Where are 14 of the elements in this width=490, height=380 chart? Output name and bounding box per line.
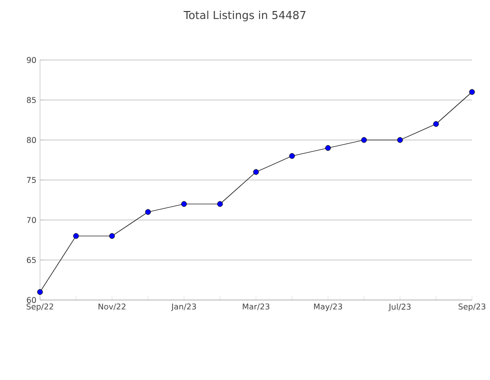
point [469, 89, 475, 95]
point [433, 121, 439, 127]
point [361, 137, 367, 143]
point [217, 201, 223, 207]
point [325, 145, 331, 151]
point [109, 233, 115, 239]
point [181, 201, 187, 207]
point [37, 289, 43, 295]
point [289, 153, 295, 159]
point [73, 233, 79, 239]
point [145, 209, 151, 215]
chart-title: Total Listings in 54487 [184, 10, 306, 22]
point [397, 137, 403, 143]
point [253, 169, 259, 175]
